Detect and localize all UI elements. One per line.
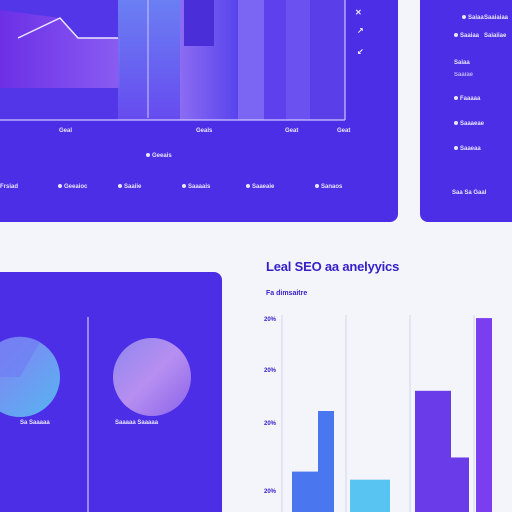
list-item[interactable]: Saaaeae — [454, 121, 484, 127]
bar — [368, 489, 390, 512]
legend-center: Geeais — [146, 153, 172, 159]
list-item[interactable]: Faaaaa — [454, 96, 480, 102]
x-tick: Geat — [285, 128, 299, 134]
pie-label: Saaaaa Saaaaa — [115, 420, 159, 426]
arrow-icon[interactable]: ↗ — [357, 26, 364, 35]
pie-2 — [113, 338, 191, 416]
y-tick-label: 20% — [264, 421, 277, 427]
bar-dark-top — [184, 0, 214, 46]
pie-panel: Sa Saaaaa Saaaaa Saaaaa — [0, 272, 222, 512]
bar-3 — [238, 0, 264, 120]
top-chart-panel: ✕ ↗ ↙ Geal Geals Geat Geat Geeais Frsiad… — [0, 0, 398, 222]
legend-item: Sanaos — [315, 184, 342, 190]
row-item: Saiaa — [454, 60, 470, 66]
bar-6 — [310, 0, 345, 120]
area-series — [0, 10, 120, 88]
pie-charts — [0, 317, 191, 512]
y-tick-label: 20% — [264, 368, 277, 374]
y-tick-label: 20% — [264, 317, 277, 323]
legend-item: Frsiad — [0, 184, 19, 190]
legend-item: Saaeaie — [246, 184, 274, 190]
bar — [415, 390, 451, 512]
bar — [292, 471, 318, 512]
header-item[interactable]: Saaiaiaa — [484, 15, 509, 21]
x-tick: Geal — [59, 128, 73, 134]
close-icon[interactable]: ✕ — [355, 8, 362, 17]
bar — [476, 318, 492, 512]
bar-5 — [286, 0, 310, 120]
row-item: Saiaiiae — [484, 33, 507, 39]
list-item[interactable]: Saaeaa — [454, 146, 481, 152]
legend-item: Geeaioc — [58, 184, 87, 190]
x-tick: Geals — [196, 128, 213, 134]
panel-footer: Saa Sa Gaal — [452, 190, 487, 196]
bar — [451, 457, 469, 512]
page-title: Leal SEO aa anelyyics — [266, 259, 400, 274]
legend-item: Saaiie — [118, 184, 141, 190]
row-item: Saaiaa — [454, 33, 479, 39]
line-series — [17, 17, 118, 39]
legend-item: Saaaais — [182, 184, 210, 190]
pie-label: Sa Saaaaa — [20, 420, 50, 426]
side-panel: Saiaa Saaiaiaa Saaiaa Saiaiiae Saiaa Saa… — [420, 0, 512, 222]
row-item: Saaiae — [454, 72, 474, 78]
pie-1-slice — [0, 336, 40, 377]
main-bar-chart: 20% 20% 20% 20% — [264, 315, 492, 512]
arrow-icon[interactable]: ↙ — [357, 47, 364, 56]
x-tick: Geat — [337, 128, 351, 134]
bar-soft-1 — [118, 0, 180, 120]
top-area-chart — [0, 0, 346, 121]
y-tick-label: 20% — [264, 489, 277, 495]
chart-subtitle: Fa dimsaitre — [266, 290, 308, 297]
bar-4 — [264, 0, 286, 120]
header-item[interactable]: Saiaa — [462, 15, 484, 21]
bar — [318, 411, 334, 512]
